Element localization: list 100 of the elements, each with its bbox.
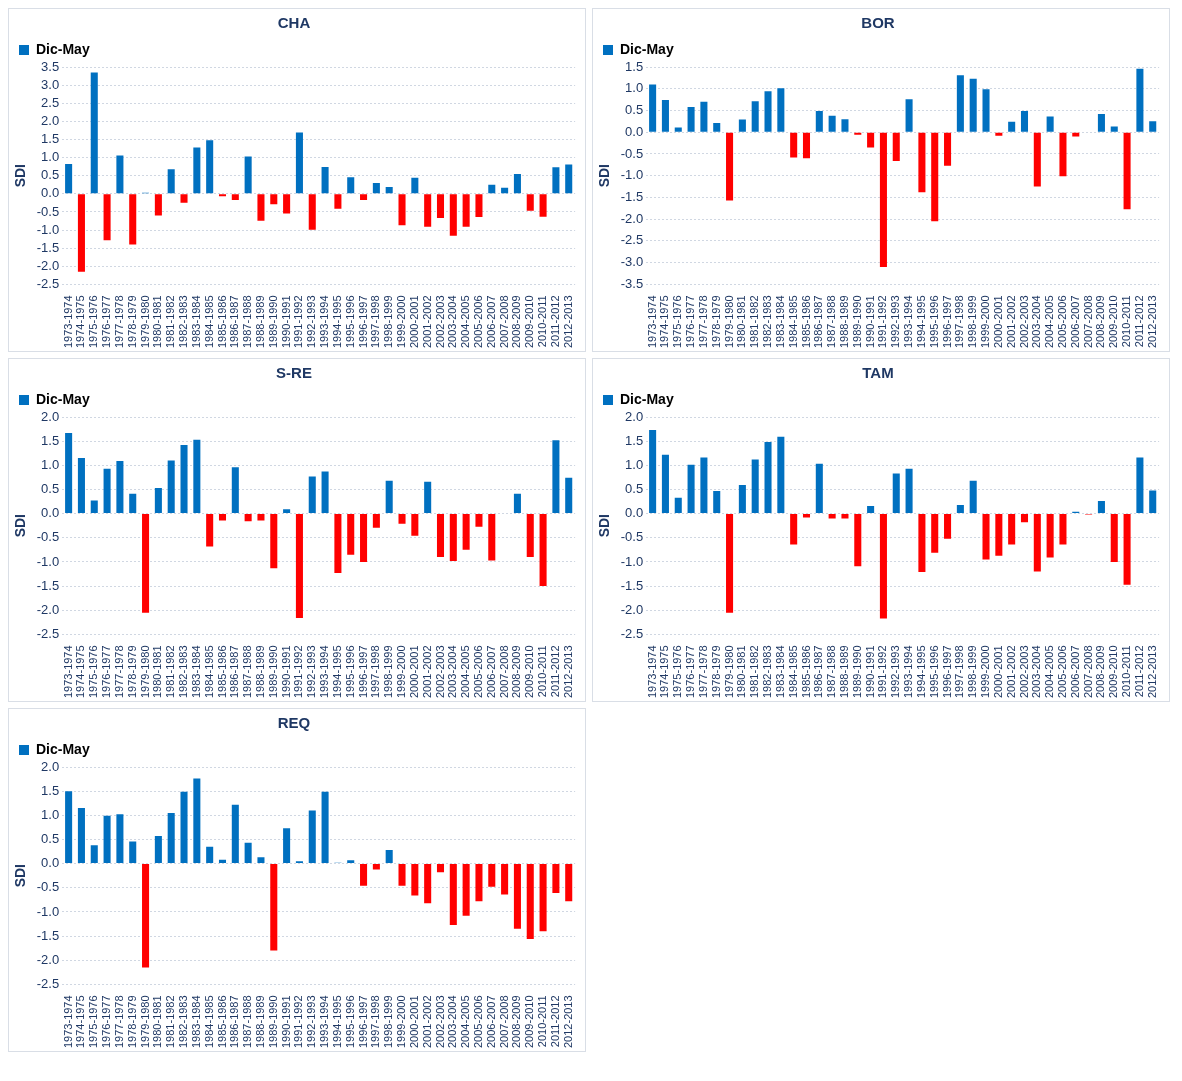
x-tick-label: 1991-1992 — [292, 295, 305, 348]
x-tick-label: 2007-2008 — [1081, 295, 1094, 348]
bar — [385, 186, 393, 194]
x-tick-label: 1991-1992 — [292, 645, 305, 698]
x-tick-label: 2005-2006 — [471, 995, 484, 1048]
x-tick-label: 2008-2009 — [1094, 645, 1107, 698]
bar — [167, 812, 175, 864]
x-tick-label: 2010-2011 — [1120, 645, 1133, 698]
x-tick-label: 1973-1974 — [61, 295, 74, 348]
bar — [449, 194, 457, 236]
bar — [244, 156, 252, 194]
y-tick-label: 0.5 — [41, 481, 60, 497]
x-tick-label: 1986-1987 — [228, 295, 241, 348]
bar — [411, 864, 419, 896]
bar — [738, 485, 746, 514]
bar — [180, 194, 188, 203]
x-tick-label: 2007-2008 — [1081, 645, 1094, 698]
x-tick-label: 1996-1997 — [356, 295, 369, 348]
x-tick-label: 1975-1976 — [671, 645, 684, 698]
x-tick-label: 1977-1978 — [112, 645, 125, 698]
bar — [867, 505, 875, 514]
bar — [892, 473, 900, 514]
y-tick-label: 1.5 — [41, 432, 60, 448]
y-tick-label: -1.5 — [620, 189, 644, 205]
x-tick-label: 1994-1995 — [330, 645, 343, 698]
bar — [295, 132, 303, 194]
x-tick-label: 2004-2005 — [1043, 645, 1056, 698]
x-tick-label: 1985-1986 — [215, 295, 228, 348]
bar — [411, 177, 419, 194]
bar — [257, 857, 265, 864]
y-tick-label: 0.0 — [41, 855, 60, 871]
bar — [1123, 132, 1131, 210]
bar — [931, 132, 939, 222]
legend-label: Dic-May — [620, 40, 674, 57]
bar — [424, 864, 432, 904]
bar — [501, 864, 509, 895]
bar — [969, 480, 977, 514]
x-tick-label: 2001-2002 — [1004, 295, 1017, 348]
y-tick-label: 0.0 — [625, 505, 644, 521]
y-tick-label: -2.5 — [36, 275, 60, 291]
x-tick-label: 1982-1983 — [761, 295, 774, 348]
bar — [828, 115, 836, 132]
bar — [449, 864, 457, 925]
x-tick-label: 1993-1994 — [902, 645, 915, 698]
x-tick-label: 1981-1982 — [164, 995, 177, 1048]
x-tick-label: 1998-1999 — [966, 295, 979, 348]
bar — [372, 864, 380, 870]
x-tick-label: 2008-2009 — [510, 295, 523, 348]
x-tick-label: 1999-2000 — [395, 295, 408, 348]
y-tick-label: 1.0 — [625, 80, 644, 96]
bar — [308, 194, 316, 230]
y-tick-label: 0.5 — [625, 481, 644, 497]
y-tick-label: -2.0 — [620, 210, 644, 226]
x-tick-label: 1999-2000 — [979, 645, 992, 698]
bar — [969, 78, 977, 132]
bar — [347, 177, 355, 194]
bar — [764, 91, 772, 132]
bar — [526, 194, 534, 211]
chart-title: S-RE — [276, 364, 312, 382]
bar — [777, 88, 785, 132]
x-tick-label: 1991-1992 — [292, 995, 305, 1048]
x-tick-label: 2011-2012 — [548, 295, 561, 348]
bar — [956, 504, 964, 514]
y-axis-title: SDI — [596, 164, 613, 188]
x-tick-label: 1993-1994 — [902, 295, 915, 348]
x-tick-label: 1985-1986 — [799, 295, 812, 348]
x-tick-label: 2012-2013 — [561, 995, 574, 1048]
bar — [1033, 132, 1041, 187]
bar — [790, 132, 798, 158]
y-tick-label: -1.5 — [620, 577, 644, 593]
bar — [526, 514, 534, 558]
bar — [308, 476, 316, 514]
bar — [828, 514, 836, 519]
x-tick-label: 2003-2004 — [446, 995, 459, 1048]
y-tick-label: 3.0 — [41, 76, 60, 92]
bar — [931, 514, 939, 553]
x-tick-label: 2000-2001 — [407, 645, 420, 698]
y-tick-label: 2.0 — [625, 408, 644, 424]
x-tick-label: 2005-2006 — [471, 295, 484, 348]
x-tick-label: 1988-1989 — [837, 645, 850, 698]
bar — [334, 194, 342, 209]
bar — [167, 460, 175, 514]
bar — [77, 194, 85, 272]
x-tick-label: 1982-1983 — [177, 295, 190, 348]
bar — [385, 480, 393, 514]
bar — [372, 514, 380, 528]
bar — [77, 458, 85, 514]
bar — [674, 127, 682, 132]
bar — [918, 514, 926, 573]
y-tick-label: -0.5 — [36, 203, 60, 219]
bar — [103, 194, 111, 241]
bar — [1072, 132, 1080, 137]
x-tick-label: 2002-2003 — [1017, 645, 1030, 698]
x-tick-label: 1980-1981 — [151, 295, 164, 348]
x-tick-label: 2001-2002 — [420, 995, 433, 1048]
bar — [1136, 68, 1144, 132]
x-tick-label: 1987-1988 — [825, 645, 838, 698]
bar — [513, 173, 521, 194]
x-tick-label: 2011-2012 — [1132, 295, 1145, 348]
x-tick-label: 1973-1974 — [645, 295, 658, 348]
